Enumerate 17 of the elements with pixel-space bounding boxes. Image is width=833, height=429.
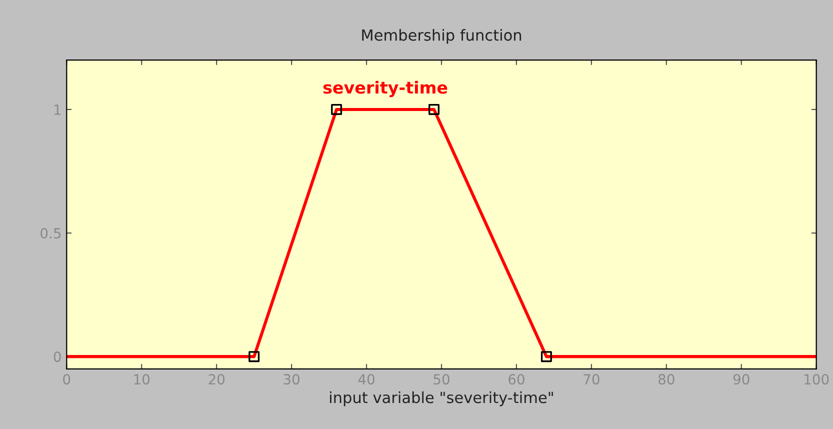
x-tick-label: 50 [434, 374, 450, 385]
x-tick-label: 90 [733, 374, 750, 385]
x-tick-label: 60 [508, 374, 524, 385]
x-axis-title: input variable "severity-time" [330, 391, 553, 406]
x-tick-label: 70 [584, 374, 600, 385]
series-label: severity-time [323, 80, 448, 98]
x-tick-label: 80 [658, 374, 674, 385]
y-tick-label: 0.5 [40, 228, 61, 239]
y-tick-label: 0 [54, 352, 61, 362]
x-tick-label: 20 [208, 374, 224, 385]
x-tick-label: 10 [134, 374, 150, 385]
x-tick-label: 0 [63, 374, 70, 385]
x-tick-label: 40 [358, 374, 374, 385]
x-tick-label: 100 [804, 374, 829, 385]
y-tick-label: 1 [54, 104, 60, 115]
x-tick-label: 30 [284, 374, 300, 385]
chart-title: Membership function [362, 29, 522, 44]
